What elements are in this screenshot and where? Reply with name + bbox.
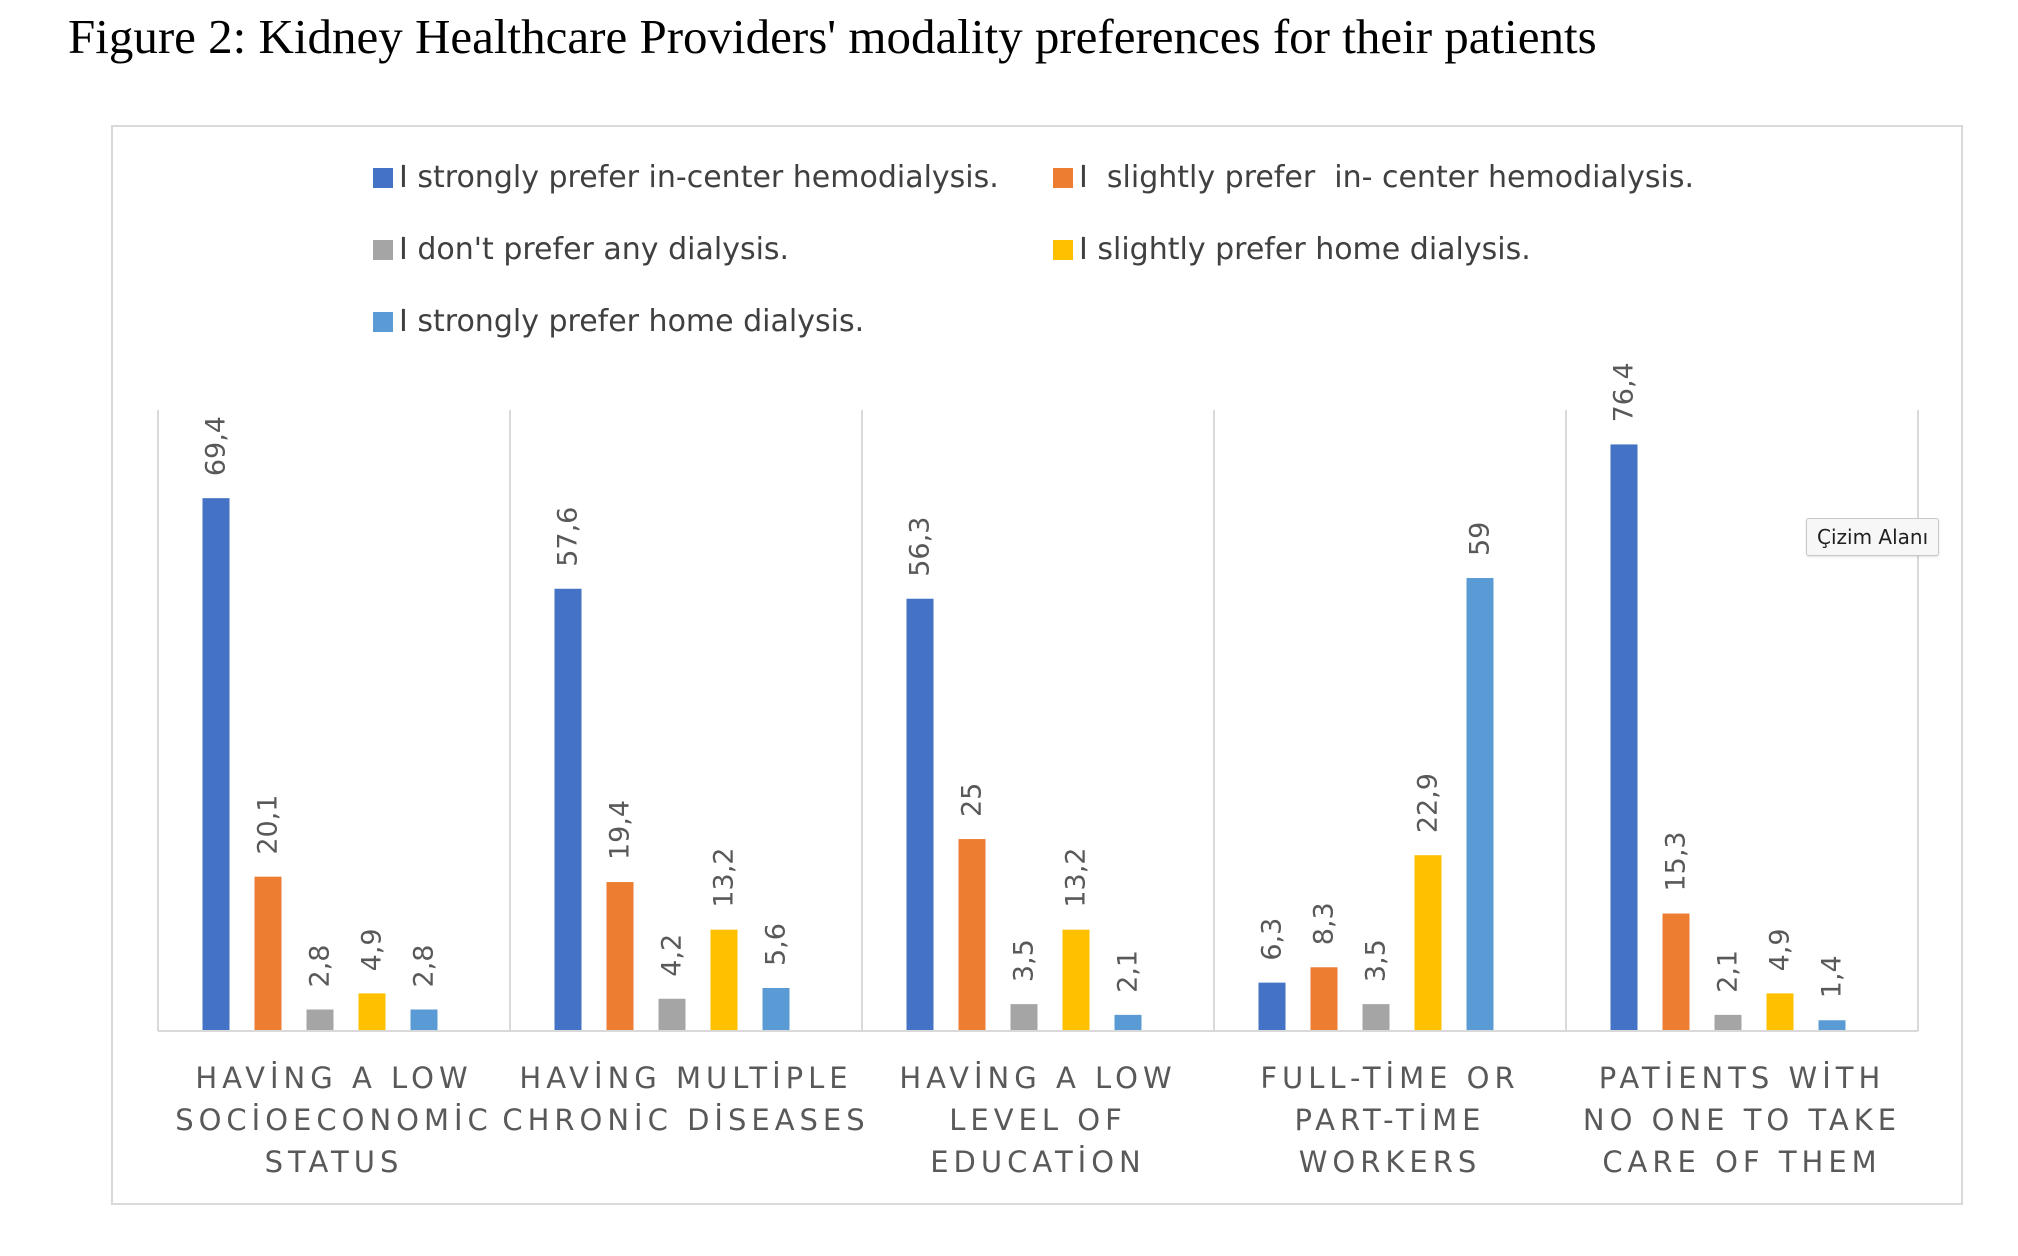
bar — [1610, 444, 1638, 1031]
bar — [710, 929, 738, 1031]
data-label: 2,8 — [305, 945, 336, 988]
category-label: PART-TİME — [1295, 1103, 1486, 1137]
data-label: 22,9 — [1413, 773, 1444, 833]
category-label: HAVİNG MULTİPLE — [519, 1061, 852, 1095]
bar — [1466, 578, 1494, 1031]
bar — [1766, 993, 1794, 1031]
category-label: HAVİNG A LOW — [195, 1061, 472, 1095]
category-label: PATİENTS WİTH — [1599, 1061, 1886, 1095]
bar — [1258, 982, 1286, 1031]
data-label: 20,1 — [253, 795, 284, 855]
legend-label: I don't prefer any dialysis. — [399, 232, 790, 267]
category-label: NO ONE TO TAKE — [1583, 1103, 1901, 1137]
bar — [658, 998, 686, 1031]
data-label: 59 — [1465, 522, 1496, 556]
bar — [254, 876, 282, 1031]
legend-label: I slightly prefer in- center hemodialysi… — [1079, 160, 1695, 195]
legend-swatch-strong-home — [373, 311, 393, 332]
data-label: 3,5 — [1361, 939, 1392, 982]
bar — [554, 588, 582, 1031]
bar — [410, 1009, 438, 1031]
data-label: 56,3 — [905, 517, 936, 577]
bar — [1818, 1020, 1846, 1031]
category-label: CARE OF THEM — [1602, 1145, 1881, 1179]
legend-item: I slightly prefer in- center hemodialysi… — [1053, 160, 1694, 195]
data-label: 19,4 — [605, 800, 636, 860]
bar — [306, 1009, 334, 1031]
category-label: LEVEL OF — [949, 1103, 1127, 1137]
legend-swatch-strong-in-center — [373, 167, 393, 188]
data-label: 57,6 — [553, 507, 584, 567]
bar — [1362, 1004, 1390, 1031]
legend-swatch-no-preference — [373, 239, 393, 260]
category-label: FULL-TİME OR — [1260, 1061, 1519, 1095]
data-label: 69,4 — [201, 416, 232, 476]
bar — [202, 498, 230, 1031]
data-label: 6,3 — [1257, 918, 1288, 961]
legend-label: I strongly prefer home dialysis. — [399, 304, 865, 339]
data-label: 25 — [957, 783, 988, 817]
legend-item: I slightly prefer home dialysis. — [1053, 232, 1531, 267]
category-label: SOCİOECONOMİC — [175, 1103, 493, 1137]
bar — [906, 598, 934, 1031]
legend-swatch-slight-home — [1053, 239, 1073, 260]
legend-item: I strongly prefer in-center hemodialysis… — [373, 160, 999, 195]
bar — [358, 993, 386, 1031]
category-label: WORKERS — [1299, 1145, 1482, 1179]
data-label: 4,9 — [1765, 928, 1796, 971]
bar — [1662, 913, 1690, 1031]
data-label: 13,2 — [709, 848, 740, 908]
data-label: 1,4 — [1817, 955, 1848, 998]
bar — [1114, 1014, 1142, 1031]
bar — [1414, 855, 1442, 1031]
bar — [762, 988, 790, 1031]
data-label: 15,3 — [1661, 831, 1692, 891]
data-label: 13,2 — [1061, 848, 1092, 908]
category-label: STATUS — [265, 1145, 404, 1179]
bar — [1062, 929, 1090, 1031]
data-label: 5,6 — [761, 923, 792, 966]
bar — [958, 839, 986, 1031]
data-label: 4,2 — [657, 934, 688, 977]
chart-legend: I strongly prefer in-center hemodialysis… — [373, 160, 1773, 380]
category-label: CHRONİC DİSEASES — [502, 1103, 869, 1137]
bar — [1010, 1004, 1038, 1031]
data-label: 8,3 — [1309, 902, 1340, 945]
category-label: EDUCATİON — [930, 1145, 1146, 1179]
data-label: 3,5 — [1009, 939, 1040, 982]
data-label: 2,1 — [1113, 950, 1144, 993]
data-label: 2,1 — [1713, 950, 1744, 993]
legend-item: I strongly prefer home dialysis. — [373, 304, 864, 339]
figure-title: Figure 2: Kidney Healthcare Providers' m… — [68, 9, 1597, 64]
data-label: 4,9 — [357, 928, 388, 971]
bar — [1714, 1014, 1742, 1031]
legend-swatch-slight-in-center — [1053, 167, 1073, 188]
data-label: 76,4 — [1609, 362, 1640, 422]
bar — [1310, 967, 1338, 1031]
legend-item: I don't prefer any dialysis. — [373, 232, 789, 267]
category-label: HAVİNG A LOW — [899, 1061, 1176, 1095]
plot-area-tooltip: Çizim Alanı — [1806, 518, 1940, 556]
data-label: 2,8 — [409, 945, 440, 988]
legend-label: I slightly prefer home dialysis. — [1079, 232, 1531, 267]
legend-label: I strongly prefer in-center hemodialysis… — [399, 160, 999, 195]
bar — [606, 882, 634, 1031]
